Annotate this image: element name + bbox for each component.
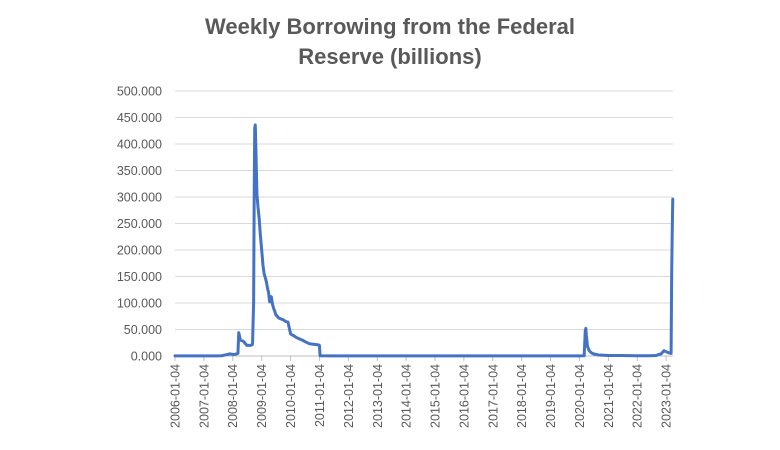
y-tick-label: 250.000 xyxy=(117,217,162,231)
x-tick-label: 2013-01-04 xyxy=(371,364,385,428)
y-tick-label: 450.000 xyxy=(117,111,162,125)
x-tick-label: 2014-01-04 xyxy=(400,364,414,428)
x-tick-label: 2021-01-04 xyxy=(602,364,616,428)
y-tick-label: 300.000 xyxy=(117,191,162,205)
x-tick-label: 2016-01-04 xyxy=(457,364,471,428)
chart-title-line-1: Weekly Borrowing from the Federal xyxy=(204,14,575,39)
series-line xyxy=(173,123,675,358)
y-tick-label: 0.000 xyxy=(131,350,162,364)
y-tick-label: 400.000 xyxy=(117,138,162,152)
x-tick-label: 2019-01-04 xyxy=(544,364,558,428)
y-tick-label: 50.000 xyxy=(124,323,162,337)
x-tick-label: 2006-01-04 xyxy=(169,364,183,428)
gridlines xyxy=(175,90,673,357)
x-tick-label: 2015-01-04 xyxy=(428,364,442,428)
x-tick-label: 2009-01-04 xyxy=(255,364,269,428)
y-tick-label: 150.000 xyxy=(117,270,162,284)
x-axis-tick-labels: 2006-01-04 2007-01-04 2008-01-04 2009-01-04… xyxy=(169,356,674,428)
x-tick-label: 2012-01-04 xyxy=(342,364,356,428)
y-tick-label: 200.000 xyxy=(117,244,162,258)
x-tick-label: 2011-01-04 xyxy=(313,364,327,427)
x-tick-label: 2018-01-04 xyxy=(515,364,529,428)
chart-title-line-2: Reserve (billions) xyxy=(298,44,482,69)
x-tick-label: 2017-01-04 xyxy=(486,364,500,428)
x-tick-label: 2022-01-04 xyxy=(631,364,645,428)
x-tick-label: 2008-01-04 xyxy=(226,364,240,428)
series-group xyxy=(173,123,675,358)
y-tick-label: 100.000 xyxy=(117,297,162,311)
y-tick-label: 350.000 xyxy=(117,164,162,178)
x-tick-label: 2023-01-04 xyxy=(660,364,674,428)
x-tick-label: 2010-01-04 xyxy=(284,364,298,428)
x-tick-label: 2007-01-04 xyxy=(197,364,211,428)
x-tick-label: 2020-01-04 xyxy=(573,364,587,428)
y-tick-label: 500.000 xyxy=(117,85,162,99)
chart-title: Weekly Borrowing from the Federal Reserv… xyxy=(0,12,780,72)
y-axis-tick-labels: 0.000 50.000 100.000 150.000 200.000 250.000 3… xyxy=(117,85,162,364)
